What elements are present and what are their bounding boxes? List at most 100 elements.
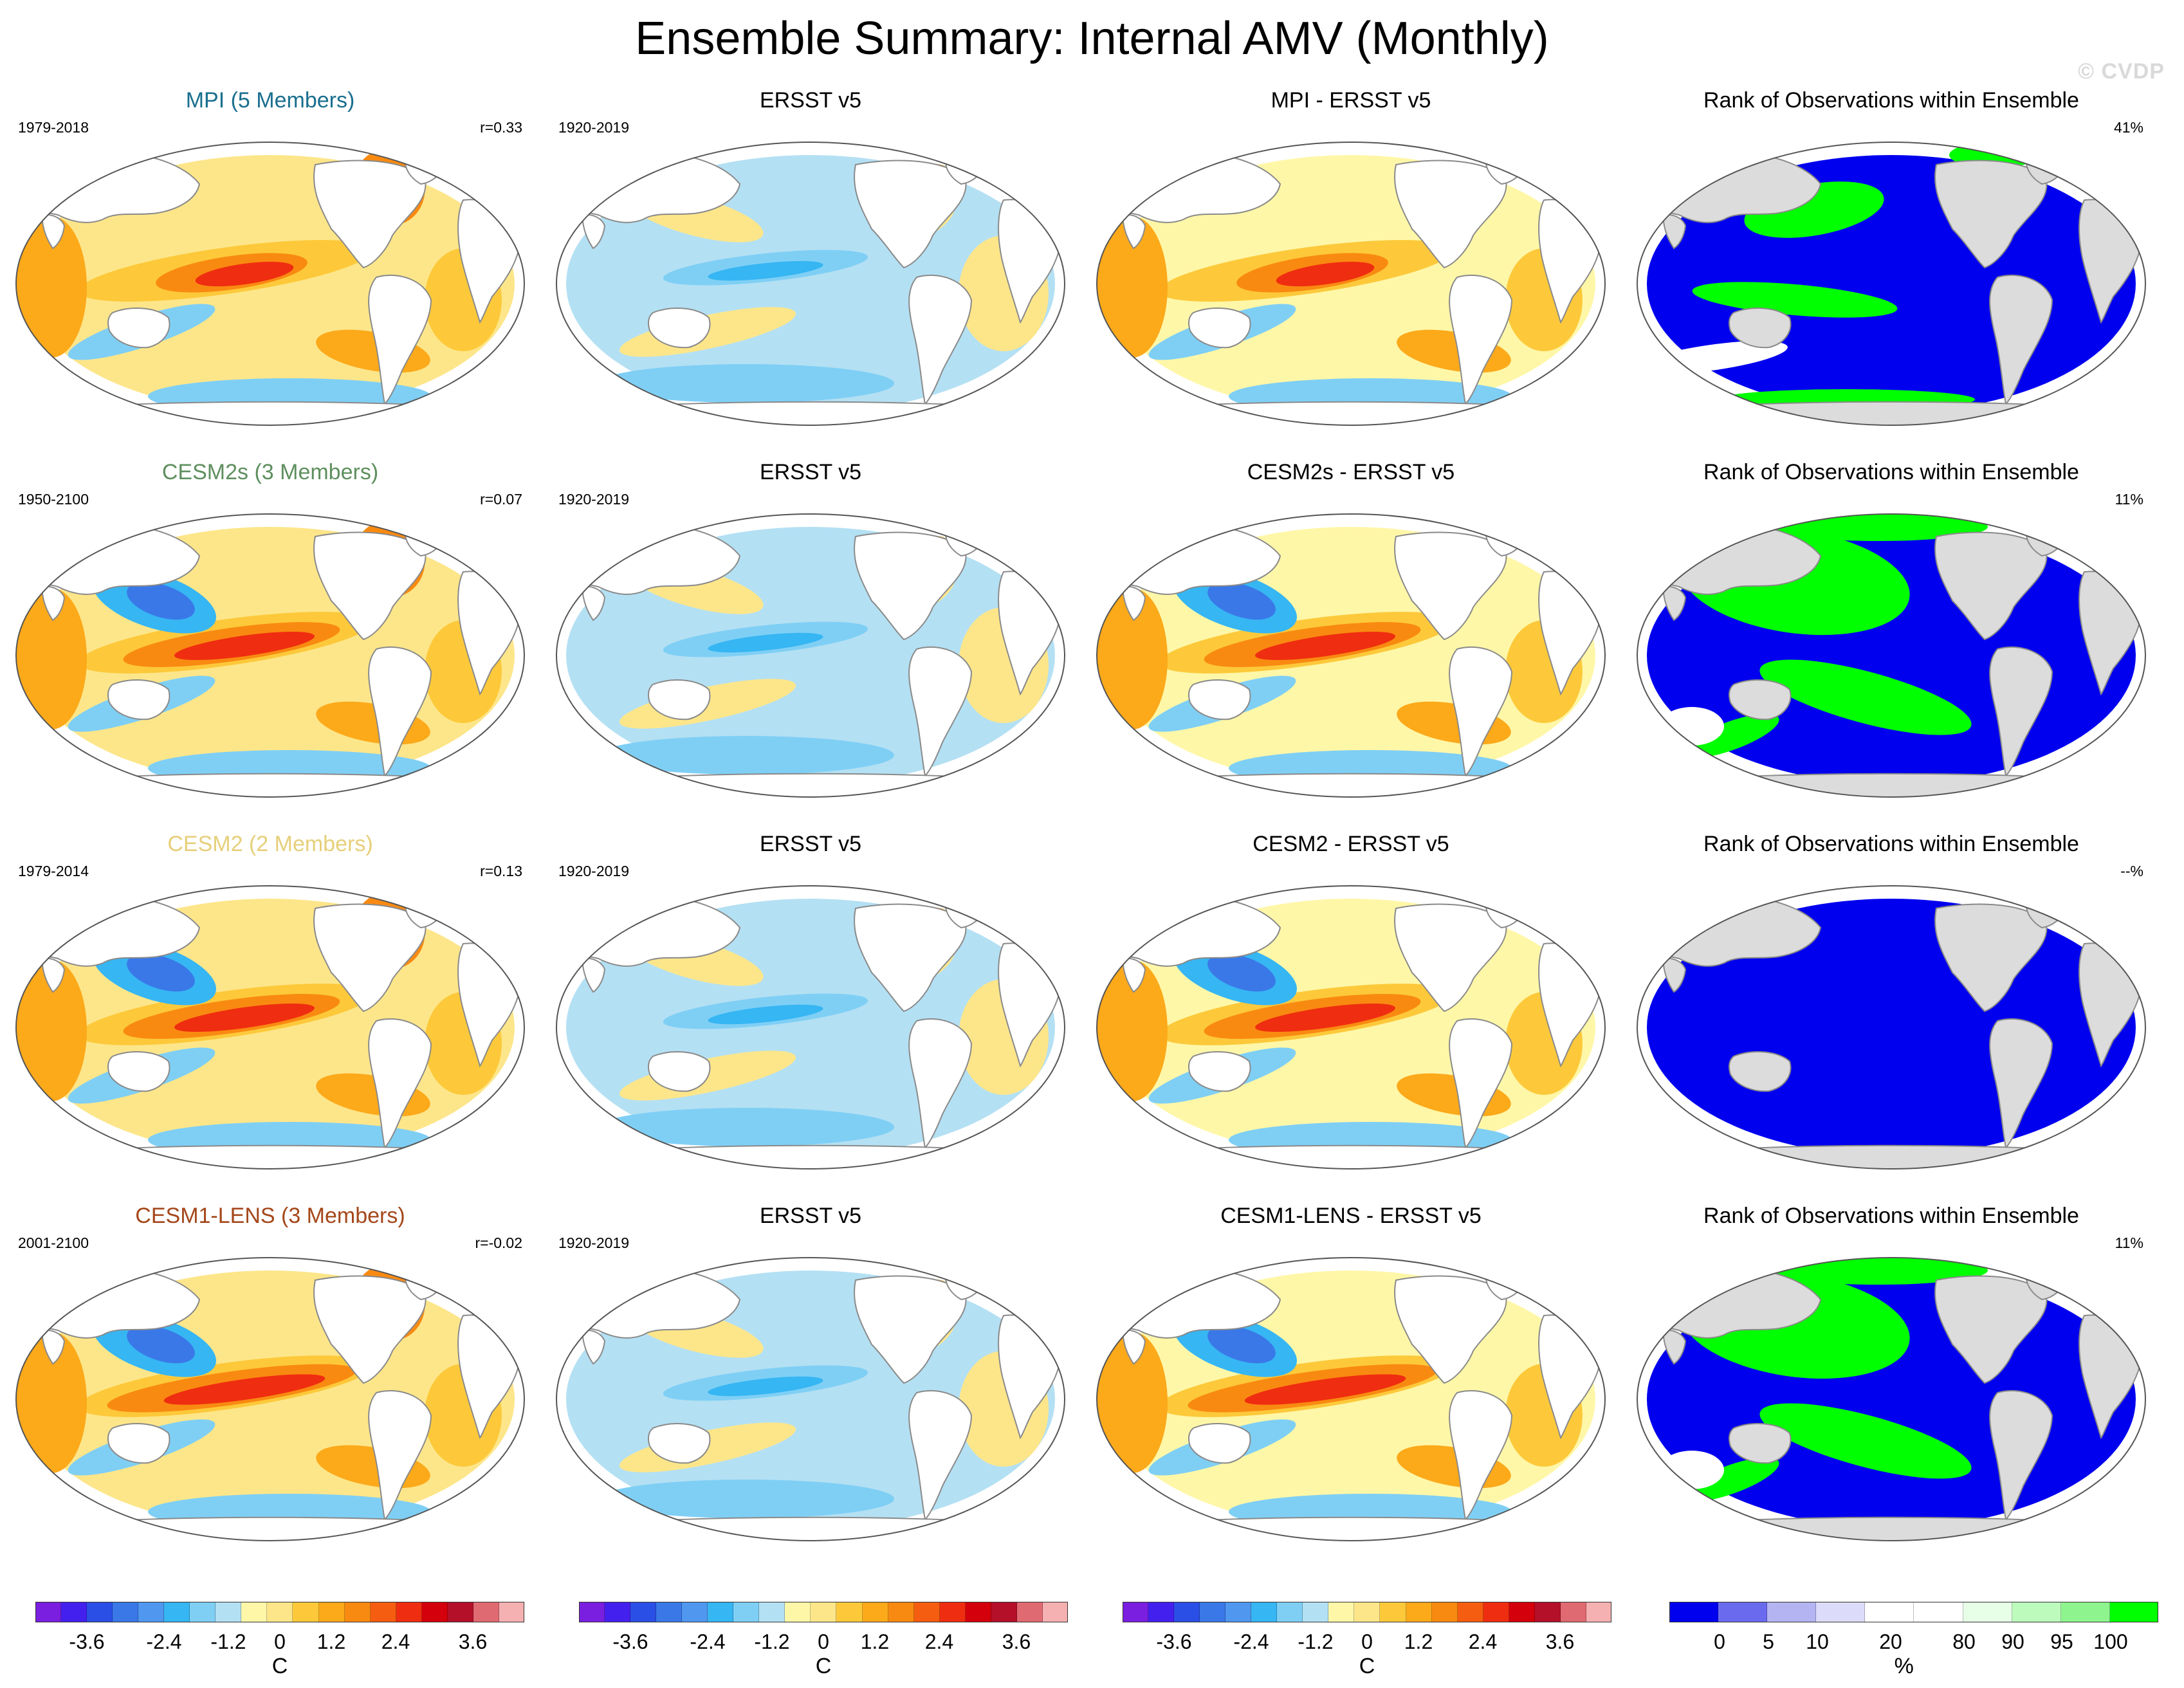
colorbar-swatch xyxy=(473,1602,499,1622)
colorbar-swatch xyxy=(1457,1602,1483,1622)
australia-landmass xyxy=(1728,1051,1792,1092)
rank-percent-label: 11% xyxy=(2115,491,2143,508)
colorbar-strip xyxy=(35,1602,524,1622)
colorbar-swatch xyxy=(1431,1602,1458,1622)
colorbar-swatch xyxy=(1148,1602,1175,1622)
antarctica-landmass xyxy=(604,1144,1017,1169)
colorbar-tick-label: -3.6 xyxy=(69,1630,105,1653)
colorbar-swatch xyxy=(396,1602,422,1622)
rank-percent-label: 41% xyxy=(2113,119,2143,136)
europe-asia-east-landmass xyxy=(461,161,524,197)
north-america-landmass xyxy=(1394,531,1507,641)
anomaly-contour xyxy=(598,364,894,403)
map-field xyxy=(556,1265,1065,1541)
colorbar-swatch xyxy=(836,1602,863,1622)
map-border xyxy=(15,885,525,1170)
map-field xyxy=(1097,894,1605,1169)
map-field xyxy=(1097,1265,1605,1541)
panel-title: CESM2s - ERSST v5 xyxy=(1247,460,1455,484)
australia-landmass xyxy=(1188,1423,1251,1464)
map-diff xyxy=(1096,1257,1606,1541)
map-field xyxy=(1637,894,2145,1169)
pattern-correlation-label: r=0.07 xyxy=(480,491,522,508)
europe-asia-east-landmass xyxy=(461,904,524,941)
colorbar-swatch xyxy=(708,1602,734,1622)
map-border xyxy=(15,513,525,798)
panel-obs: ERSST v5 1920-2019 xyxy=(547,1193,1074,1553)
colorbar-tick-label: 2.4 xyxy=(381,1630,410,1653)
anomaly-contour xyxy=(1692,282,1898,318)
map-border xyxy=(556,1257,1065,1541)
colorbar-tick-label: 0 xyxy=(1714,1630,1725,1653)
colorbar-strip xyxy=(1669,1602,2158,1622)
anomaly-contour xyxy=(163,1374,326,1405)
colorbar-swatch xyxy=(1303,1602,1329,1622)
colorbar-2: -3.6 -2.4 -1.2 0 1.2 2.4 3.6 C xyxy=(579,1590,1068,1680)
panel-rank: Rank of Observations within Ensemble 11% xyxy=(1628,449,2155,809)
colorbar-1: -3.6 -2.4 -1.2 0 1.2 2.4 3.6 C xyxy=(35,1590,524,1680)
india-landmass xyxy=(1662,957,1687,993)
anomaly-contour xyxy=(1769,1258,1988,1285)
map-field xyxy=(556,522,1065,797)
colorbar-swatch xyxy=(656,1602,683,1622)
map-field xyxy=(1097,522,1605,797)
pattern-correlation-label: r=0.33 xyxy=(480,119,522,136)
colorbar-swatch xyxy=(1016,1602,1043,1622)
colorbar-swatch xyxy=(1200,1602,1226,1622)
australia-landmass xyxy=(107,679,170,720)
anomaly-contour xyxy=(708,632,823,653)
anomaly-contour xyxy=(1660,1451,1724,1489)
south-america-landmass xyxy=(1989,274,2053,406)
north-america-landmass xyxy=(313,531,427,641)
colorbar-tick-label: 1.2 xyxy=(1404,1630,1433,1653)
panel-title: CESM2s (3 Members) xyxy=(161,460,379,484)
anomaly-contour xyxy=(16,588,87,729)
south-america-landmass xyxy=(368,646,432,778)
map-rank xyxy=(1637,513,2146,798)
anomaly-contour xyxy=(174,631,315,661)
panel-rank: Rank of Observations within Ensemble 41% xyxy=(1628,77,2155,437)
period-label: 1920-2019 xyxy=(558,863,629,879)
north-america-landmass xyxy=(313,1275,427,1384)
colorbar-swatch xyxy=(1718,1602,1768,1622)
colorbar-swatch xyxy=(965,1602,991,1622)
colorbar-tick-label: -3.6 xyxy=(612,1630,648,1653)
australia-landmass xyxy=(107,1423,170,1464)
colorbar-swatch xyxy=(1963,1602,2012,1622)
panel-obs: ERSST v5 1920-2019 xyxy=(547,77,1074,437)
map-field xyxy=(1637,1258,2145,1541)
colorbar-tick-label: -2.4 xyxy=(146,1630,182,1653)
colorbar-swatch xyxy=(241,1602,268,1622)
australia-landmass xyxy=(1728,679,1792,720)
panel-title: CESM1-LENS - ERSST v5 xyxy=(1220,1204,1482,1228)
antarctica-landmass xyxy=(1144,401,1557,425)
colorbar-tick-label: 3.6 xyxy=(1002,1630,1031,1653)
south-america-landmass xyxy=(908,1390,973,1521)
rank-percent-label: --% xyxy=(2120,863,2143,879)
panel-title: ERSST v5 xyxy=(759,832,862,856)
continents-layer xyxy=(1637,150,2145,425)
map-diff xyxy=(1096,142,1606,426)
anomaly-contour xyxy=(708,261,823,281)
colorbar-tick-label: 20 xyxy=(1879,1630,1902,1653)
north-america-landmass xyxy=(1934,160,2048,269)
anomaly-contour xyxy=(16,1332,87,1473)
colorbar-swatch xyxy=(267,1602,293,1622)
colorbar-tick-label: 1.2 xyxy=(860,1630,890,1653)
colorbar-swatch xyxy=(862,1602,888,1622)
anomaly-contour xyxy=(1276,261,1375,287)
south-america-landmass xyxy=(1449,646,1513,778)
map-border xyxy=(1637,513,2146,798)
map-border xyxy=(1096,513,1606,798)
india-landmass xyxy=(581,214,606,250)
south-america-landmass xyxy=(368,1390,432,1521)
figure-title: Ensemble Summary: Internal AMV (Monthly) xyxy=(635,13,1549,64)
anomaly-contour xyxy=(708,1004,823,1025)
map-border xyxy=(15,1257,525,1541)
anomaly-contour xyxy=(1097,216,1168,358)
europe-asia-east-landmass xyxy=(461,1276,524,1313)
south-america-landmass xyxy=(1449,1390,1513,1521)
australia-landmass xyxy=(647,307,711,349)
india-landmass xyxy=(1662,1329,1687,1365)
anomaly-contour xyxy=(1207,582,1276,620)
